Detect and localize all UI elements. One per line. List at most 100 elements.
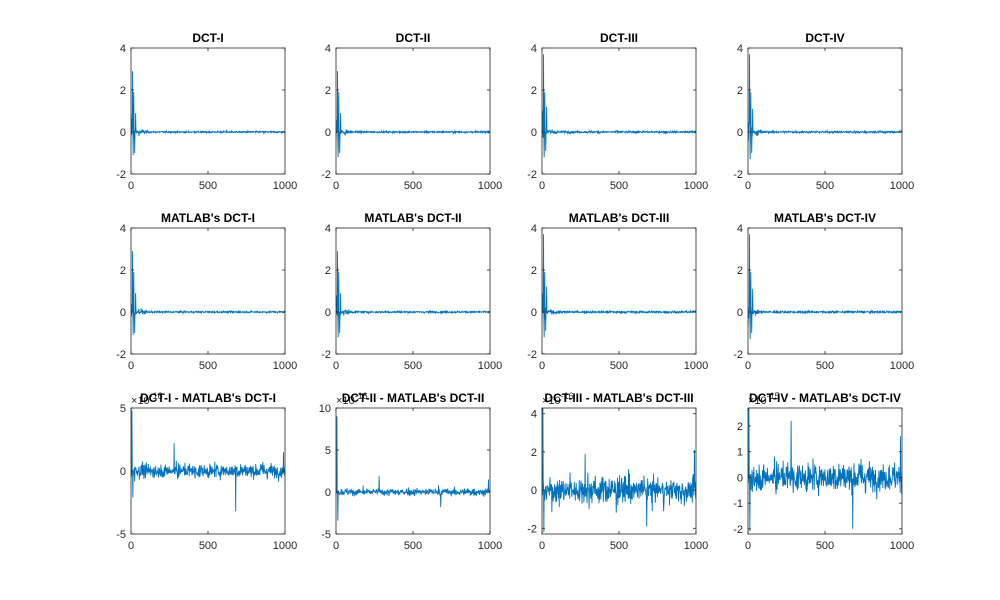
- y-tick-label: 0: [325, 487, 331, 499]
- y-tick-label: 0: [325, 127, 331, 139]
- y-tick-label: 2: [531, 85, 537, 97]
- y-tick-label: -2: [116, 349, 126, 361]
- y-tick-label: 4: [737, 223, 743, 235]
- y-tick-label: 4: [531, 43, 537, 55]
- y-tick-label: -5: [321, 529, 331, 541]
- y-tick-label: 0: [325, 307, 331, 319]
- x-tick-label: 0: [745, 540, 751, 552]
- x-tick-label: 1000: [273, 180, 297, 192]
- subplot-title: DCT-I - MATLAB's DCT-I: [140, 391, 276, 405]
- x-tick-label: 500: [816, 180, 834, 192]
- y-tick-label: 2: [120, 85, 126, 97]
- axes-box: [130, 47, 286, 175]
- subplot-title: DCT-III: [600, 31, 638, 45]
- series-line: [748, 54, 902, 160]
- x-tick-label: 0: [333, 180, 339, 192]
- x-tick-label: 1000: [478, 180, 502, 192]
- y-tick-label: 0: [737, 472, 743, 484]
- x-tick-label: 500: [199, 180, 217, 192]
- axis-exponent-value: -16: [150, 391, 163, 401]
- series-line: [542, 234, 696, 338]
- series-line: [542, 408, 696, 533]
- x-tick-label: 1000: [890, 180, 914, 192]
- y-tick-label: 2: [737, 265, 743, 277]
- x-tick-label: 1000: [273, 540, 297, 552]
- subplot-title: DCT-III - MATLAB's DCT-III: [544, 391, 693, 405]
- x-tick-label: 0: [128, 360, 134, 372]
- y-tick-label: 2: [737, 85, 743, 97]
- series-line: [336, 251, 490, 338]
- axis-exponent-value: -16: [561, 391, 574, 401]
- subplot-title: DCT-I: [192, 31, 223, 45]
- x-tick-label: 500: [610, 180, 628, 192]
- subplot-title: DCT-II: [396, 31, 431, 45]
- y-tick-label: 4: [531, 223, 537, 235]
- axis-exponent-value: -15: [767, 391, 780, 401]
- series-line: [131, 410, 285, 512]
- subplot-title: DCT-II - MATLAB's DCT-II: [342, 391, 485, 405]
- y-tick-label: 5: [325, 445, 331, 457]
- axes-box: [747, 47, 903, 175]
- y-tick-label: 1: [737, 447, 743, 459]
- axis-exponent-label: ×10-16: [542, 391, 574, 407]
- x-tick-label: 1000: [890, 540, 914, 552]
- x-tick-label: 1000: [684, 180, 708, 192]
- axis-exponent-base: ×10: [542, 395, 561, 407]
- x-tick-label: 0: [745, 360, 751, 372]
- y-tick-label: -2: [527, 169, 537, 181]
- y-tick-label: 4: [531, 409, 537, 421]
- axes-box: [541, 227, 697, 355]
- x-tick-label: 0: [333, 360, 339, 372]
- x-tick-label: 0: [128, 540, 134, 552]
- y-tick-label: 0: [737, 307, 743, 319]
- x-tick-label: 1000: [478, 360, 502, 372]
- x-tick-label: 0: [333, 540, 339, 552]
- y-tick-label: 2: [531, 447, 537, 459]
- y-tick-label: -2: [733, 169, 743, 181]
- series-line: [336, 71, 490, 158]
- series-line: [131, 251, 285, 336]
- axes-box: [747, 227, 903, 355]
- subplot-title: DCT-IV - MATLAB's DCT-IV: [749, 391, 901, 405]
- y-tick-label: -2: [321, 349, 331, 361]
- y-tick-label: 2: [737, 421, 743, 433]
- x-tick-label: 500: [610, 540, 628, 552]
- x-tick-label: 1000: [684, 540, 708, 552]
- subplot-title: DCT-IV: [805, 31, 844, 45]
- y-tick-label: 0: [531, 307, 537, 319]
- x-tick-label: 0: [539, 540, 545, 552]
- x-tick-label: 500: [199, 540, 217, 552]
- subplot-title: MATLAB's DCT-II: [364, 211, 461, 225]
- series-line: [748, 234, 902, 340]
- y-tick-label: 10: [319, 403, 331, 415]
- axis-exponent-value: -16: [355, 391, 368, 401]
- series-line: [542, 54, 696, 158]
- x-tick-label: 1000: [684, 360, 708, 372]
- y-tick-label: -2: [733, 349, 743, 361]
- x-tick-label: 500: [199, 360, 217, 372]
- x-tick-label: 1000: [478, 540, 502, 552]
- axis-exponent-base: ×10: [336, 395, 355, 407]
- x-tick-label: 1000: [273, 360, 297, 372]
- y-tick-label: 0: [120, 307, 126, 319]
- x-tick-label: 500: [610, 360, 628, 372]
- y-tick-label: 0: [737, 127, 743, 139]
- y-tick-label: 4: [120, 43, 126, 55]
- axes-box: [335, 407, 491, 535]
- x-tick-label: 500: [404, 540, 422, 552]
- x-tick-label: 500: [816, 540, 834, 552]
- y-tick-label: 4: [737, 43, 743, 55]
- subplot-title: MATLAB's DCT-I: [161, 211, 255, 225]
- axis-exponent-label: ×10-15: [748, 391, 780, 407]
- axes-box: [541, 47, 697, 175]
- x-tick-label: 1000: [890, 360, 914, 372]
